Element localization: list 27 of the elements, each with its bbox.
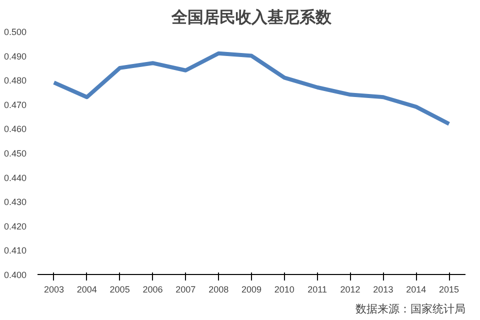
y-tick-label: 0.460 [4,124,27,134]
source-note: 数据来源：国家统计局 [356,302,466,316]
y-tick-label: 0.490 [4,51,27,62]
x-tick-label: 2011 [308,284,328,294]
x-tick-label: 2015 [439,284,460,294]
x-tick-label: 2012 [340,284,360,294]
y-tick-label: 0.440 [4,172,27,183]
y-tick-label: 0.400 [4,270,27,280]
y-tick-label: 0.480 [4,76,27,86]
y-tick-label: 0.430 [4,197,27,208]
y-tick-label: 0.500 [4,27,27,37]
y-tick-label: 0.450 [4,148,27,158]
x-tick-label: 2010 [274,284,294,294]
x-tick-label: 2004 [76,284,97,294]
x-tick-label: 2009 [241,284,262,294]
y-tick-label: 0.470 [4,100,27,110]
x-tick-label: 2014 [406,284,426,294]
x-tick-label: 2007 [176,284,196,294]
x-tick-label: 2003 [44,284,64,294]
x-tick-label: 2008 [208,284,229,294]
x-tick-label: 2005 [110,284,130,294]
chart-title: 全国居民收入基尼系数 [170,8,332,26]
x-tick-label: 2013 [373,284,394,294]
line-series [52,51,452,126]
y-tick-label: 0.420 [4,221,27,232]
y-tick-label: 0.410 [4,246,27,256]
x-tick-label: 2006 [142,284,163,294]
